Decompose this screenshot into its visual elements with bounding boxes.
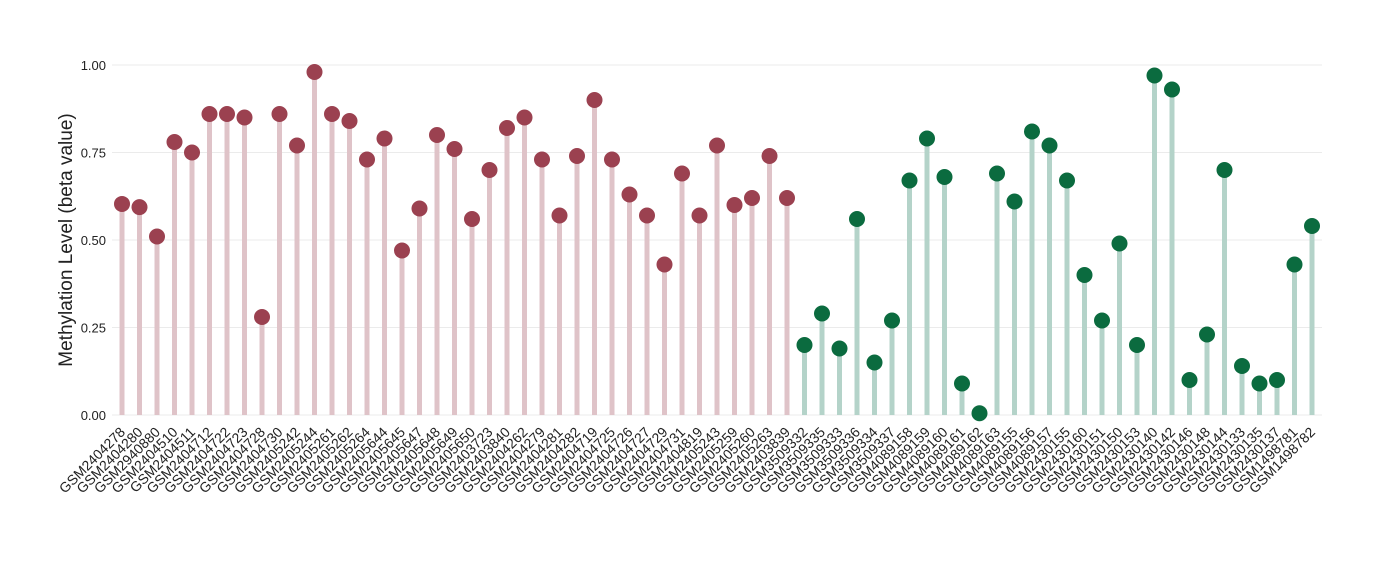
dot (796, 337, 813, 353)
dot (1129, 337, 1145, 353)
dot (604, 151, 620, 168)
y-tick-label: 1.00 (81, 58, 106, 73)
dot (1111, 235, 1128, 252)
dot (1094, 312, 1110, 329)
dot (114, 195, 130, 212)
y-tick-label: 0.75 (81, 146, 106, 161)
dot (989, 165, 1005, 182)
dot (761, 148, 778, 164)
dot (1146, 67, 1163, 84)
dot (1269, 372, 1285, 388)
y-tick-label: 0.50 (81, 233, 106, 248)
dot (814, 305, 830, 322)
dot (1199, 326, 1215, 343)
dot (166, 134, 183, 150)
dot (901, 172, 918, 189)
dot (1059, 172, 1075, 189)
dot (621, 186, 638, 203)
y-tick-label: 0.00 (81, 408, 106, 423)
dot (1164, 81, 1180, 98)
dot (341, 113, 358, 129)
dot (831, 340, 848, 357)
dot (744, 190, 760, 206)
dot (586, 92, 603, 108)
dot (674, 165, 690, 182)
dot (551, 207, 568, 224)
dot (184, 144, 200, 161)
dot (324, 106, 340, 122)
dot (219, 106, 235, 122)
dot (954, 375, 970, 392)
dot (1041, 137, 1058, 154)
dot (534, 151, 550, 168)
dot (936, 169, 953, 185)
dot (971, 405, 988, 422)
dot (1024, 123, 1040, 140)
dot (919, 130, 935, 147)
dot (884, 312, 900, 329)
dot (481, 162, 498, 178)
dot (656, 256, 673, 273)
dot (639, 207, 655, 224)
dot (1251, 375, 1268, 392)
dot (499, 120, 515, 136)
dot (726, 197, 743, 213)
dot (306, 64, 323, 80)
dot (289, 137, 305, 154)
dot (201, 106, 218, 122)
dot (446, 141, 463, 157)
dot (1181, 372, 1198, 388)
dot (359, 151, 375, 168)
dot (1006, 193, 1023, 210)
dot (779, 190, 795, 206)
dot (394, 242, 410, 259)
dot (1286, 256, 1303, 273)
dot (1304, 218, 1320, 234)
dot (429, 127, 445, 143)
y-tick-label: 0.25 (81, 321, 106, 336)
dot (254, 309, 270, 325)
dot (149, 228, 165, 245)
dot (376, 130, 393, 147)
dot (1216, 162, 1233, 178)
dot (569, 148, 585, 164)
dot (1234, 358, 1250, 374)
dot (131, 199, 148, 216)
y-axis-label: Methylation Level (beta value) (56, 113, 77, 366)
dot (849, 211, 865, 227)
dot (1076, 267, 1093, 283)
dot (866, 354, 883, 371)
dot (411, 200, 428, 217)
dot (464, 211, 480, 227)
dot (709, 137, 725, 154)
dot (236, 109, 253, 126)
dot (691, 207, 708, 224)
dot (516, 109, 533, 126)
dot (271, 106, 288, 122)
